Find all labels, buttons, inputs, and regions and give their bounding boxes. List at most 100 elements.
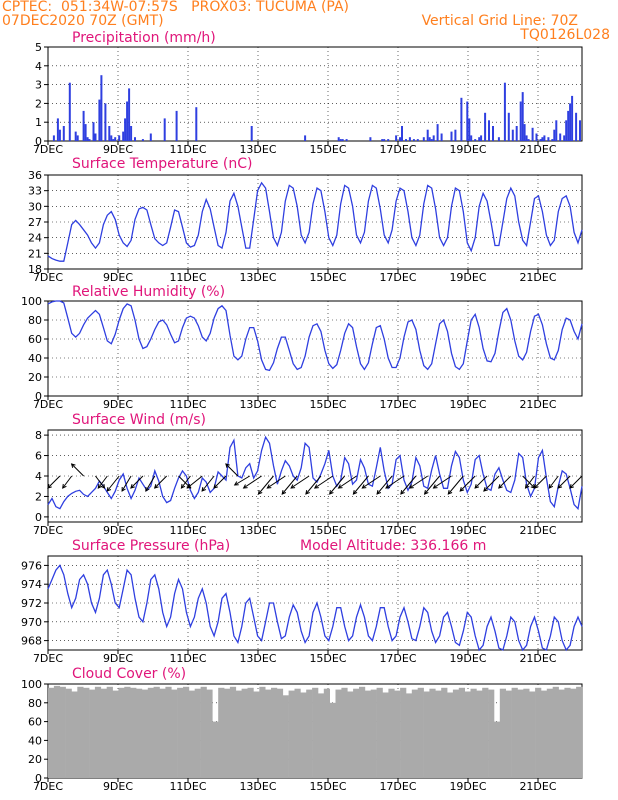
rh-x-tick-label: 21DEC: [519, 398, 556, 411]
precip-bar: [56, 118, 59, 141]
wind-vector-head: [290, 484, 296, 489]
cloud-bar: [429, 688, 436, 778]
wind-x-tick-label: 21DEC: [519, 524, 556, 537]
precip-bar: [539, 139, 542, 141]
precip-bar: [339, 139, 342, 141]
precip-bar: [454, 129, 457, 141]
wind-vector-head: [423, 489, 429, 495]
precip-y-tick-label: 5: [35, 41, 42, 54]
precip-bar: [480, 135, 483, 141]
cloud-bar: [100, 688, 107, 778]
cloud-bar: [417, 687, 424, 778]
cloud-bar: [200, 686, 207, 778]
wind-vector-head: [548, 483, 554, 489]
precip-bar: [497, 137, 500, 141]
precip-bar: [535, 133, 538, 141]
precip-bar: [126, 101, 129, 141]
rh-y-tick-label: 20: [28, 371, 42, 384]
precip-bar: [98, 99, 101, 141]
precip-y-tick-label: 3: [35, 79, 42, 92]
precip-bar: [523, 124, 526, 141]
wind-y-tick-label: 0: [35, 511, 42, 524]
precip-bar: [575, 112, 578, 141]
header-grid-note: Vertical Grid Line: 70Z: [421, 13, 578, 29]
cloud-x-tick-label: 21DEC: [519, 780, 556, 793]
precip-bar: [86, 137, 89, 141]
wind-vector-shaft: [569, 475, 583, 489]
temp-x-tick-label: 19DEC: [449, 271, 486, 284]
cloud-bar: [535, 687, 542, 778]
pres-x-tick-label: 13DEC: [239, 652, 276, 665]
precip-bar: [195, 107, 198, 141]
temp-y-tick-label: 36: [28, 169, 42, 182]
precip-bar: [484, 112, 487, 141]
wind-vector-shaft: [361, 475, 381, 489]
wind-vector-shaft: [338, 475, 357, 489]
wind-y-tick-label: 4: [35, 470, 42, 483]
precip-bar: [470, 135, 473, 141]
cloud-x-tick-label: 11DEC: [169, 780, 206, 793]
wind-vector-head: [233, 481, 239, 486]
cloud-bar: [48, 687, 55, 778]
wind-vector-shaft: [47, 475, 61, 489]
precip-bar: [468, 118, 471, 141]
cloud-bar: [159, 688, 166, 778]
temp-y-tick-label: 24: [28, 232, 42, 245]
wind-vector-shaft: [180, 475, 191, 489]
precip-y-tick-label: 1: [35, 116, 42, 129]
wind-vector-shaft: [154, 475, 168, 489]
precip-bar: [92, 122, 95, 141]
wind-y-tick-label: 8: [35, 429, 42, 442]
cloud-bar: [259, 686, 266, 778]
cloud-y-tick-label: 60: [28, 716, 42, 729]
wind-vector-head: [361, 484, 367, 489]
cloud-bar: [212, 721, 219, 778]
wind-vector-shaft: [130, 475, 144, 489]
precip-bar: [383, 139, 386, 141]
wind-vector-shaft: [409, 475, 429, 489]
pres-x-tick-label: 21DEC: [519, 652, 556, 665]
precip-bar: [559, 133, 562, 141]
cloud-bar: [517, 689, 524, 778]
wind-vector-head: [281, 489, 287, 495]
pres-title: Surface Pressure (hPa): [72, 538, 230, 554]
cloud-bar: [300, 692, 307, 778]
cloud-x-tick-label: 13DEC: [239, 780, 276, 793]
temp-x-tick-label: 9DEC: [103, 271, 133, 284]
rh-y-tick-label: 80: [28, 314, 42, 327]
wind-x-tick-label: 9DEC: [103, 524, 133, 537]
wind-vector-head: [569, 484, 574, 489]
cloud-bar: [388, 688, 395, 778]
precip-bar: [100, 75, 103, 141]
cloud-bar: [488, 689, 495, 778]
precip-bar: [175, 110, 178, 141]
precip-x-tick-label: 9DEC: [103, 143, 133, 156]
precip-x-tick-label: 7DEC: [33, 143, 63, 156]
wind-vector-shaft: [447, 475, 464, 495]
precip-bar: [52, 135, 55, 141]
wind-vector-shaft: [267, 475, 286, 489]
temp-x-tick-label: 13DEC: [239, 271, 276, 284]
precip-bar: [466, 101, 469, 141]
wind-vector-head: [557, 484, 563, 489]
wind-vector-shaft: [213, 475, 227, 489]
header-run-date: 07DEC2020 70Z (GMT): [2, 13, 164, 29]
precip-bar: [94, 133, 97, 141]
cloud-bar: [464, 691, 471, 778]
cloud-bar: [206, 689, 213, 778]
cloud-bar: [576, 686, 583, 778]
rh-y-tick-label: 40: [28, 352, 42, 365]
cloud-bar: [394, 690, 401, 778]
precip-bar: [408, 137, 411, 141]
precip-bar: [567, 110, 570, 141]
wind-vector-head: [130, 484, 135, 489]
wind-vector-head: [432, 484, 438, 489]
wind-vector-shaft: [548, 475, 559, 489]
cloud-bar: [482, 687, 489, 778]
wind-vector-head: [70, 463, 76, 468]
wind-vector-shaft: [353, 475, 369, 495]
cloud-bar: [317, 693, 325, 778]
wind-vector-head: [225, 463, 230, 468]
wind-vector-head: [257, 490, 263, 495]
cloud-bar: [177, 687, 184, 778]
